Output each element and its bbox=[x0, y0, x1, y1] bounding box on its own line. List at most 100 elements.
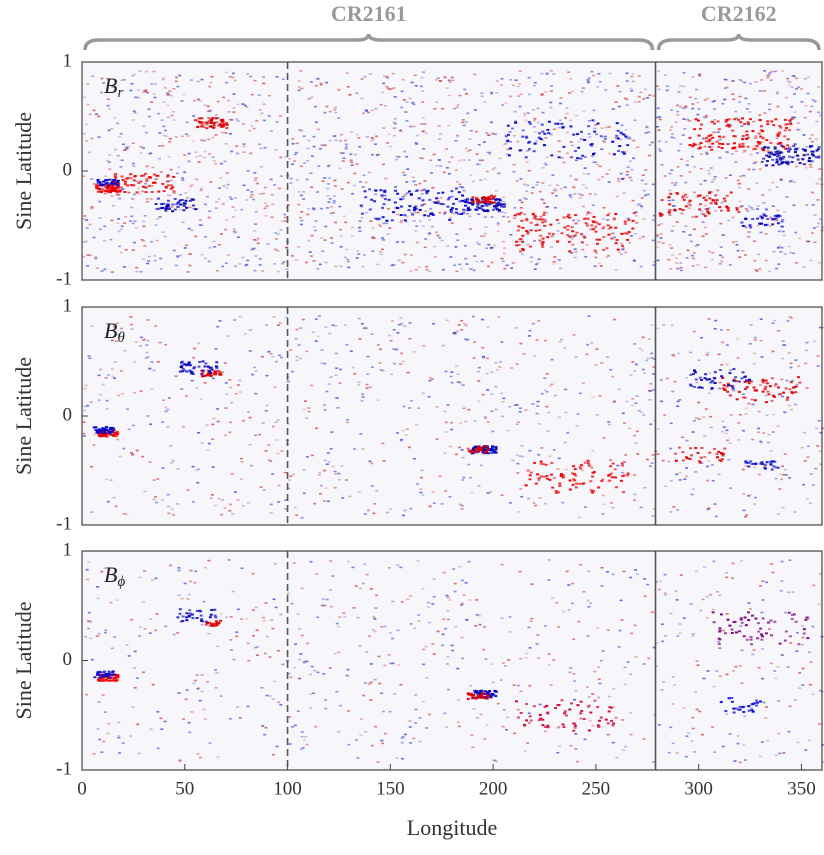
speckle bbox=[432, 245, 436, 248]
speckle bbox=[346, 86, 350, 88]
speckle bbox=[599, 265, 603, 267]
speckle bbox=[556, 468, 560, 470]
speckle bbox=[209, 181, 213, 183]
speckle bbox=[585, 686, 589, 688]
speckle bbox=[597, 72, 601, 75]
speckle bbox=[105, 399, 109, 402]
speckle bbox=[432, 578, 436, 580]
speckle bbox=[665, 85, 669, 88]
speckle bbox=[471, 180, 475, 183]
speckle bbox=[679, 262, 683, 265]
speckle bbox=[543, 377, 547, 379]
speckle bbox=[108, 431, 112, 434]
speckle bbox=[399, 438, 403, 441]
speckle bbox=[795, 88, 799, 90]
speckle bbox=[754, 137, 758, 139]
speckle bbox=[188, 731, 192, 734]
speckle bbox=[527, 722, 531, 724]
speckle bbox=[744, 208, 748, 210]
speckle bbox=[212, 417, 216, 420]
speckle bbox=[693, 143, 697, 146]
speckle bbox=[83, 215, 87, 217]
speckle bbox=[576, 157, 580, 160]
speckle bbox=[634, 211, 638, 213]
speckle bbox=[652, 366, 656, 368]
speckle bbox=[381, 163, 385, 166]
speckle bbox=[546, 477, 550, 480]
speckle bbox=[229, 386, 233, 389]
speckle bbox=[386, 233, 390, 236]
speckle bbox=[202, 156, 206, 159]
speckle bbox=[524, 657, 528, 659]
speckle bbox=[701, 137, 705, 139]
speckle bbox=[706, 97, 710, 100]
speckle bbox=[204, 623, 208, 626]
speckle bbox=[370, 366, 374, 368]
speckle bbox=[788, 477, 792, 479]
speckle bbox=[331, 465, 335, 468]
speckle bbox=[324, 326, 328, 329]
speckle bbox=[759, 215, 763, 218]
speckle bbox=[748, 342, 752, 345]
speckle bbox=[780, 144, 784, 147]
speckle bbox=[681, 196, 685, 199]
speckle bbox=[386, 142, 390, 144]
speckle bbox=[786, 77, 790, 80]
speckle bbox=[461, 186, 465, 189]
speckle bbox=[468, 208, 472, 211]
speckle bbox=[786, 163, 790, 166]
speckle bbox=[771, 322, 775, 324]
speckle bbox=[567, 92, 571, 94]
speckle bbox=[139, 145, 143, 148]
speckle bbox=[194, 235, 198, 238]
speckle bbox=[774, 217, 778, 220]
speckle bbox=[791, 379, 795, 382]
speckle bbox=[327, 201, 331, 203]
speckle bbox=[365, 387, 369, 389]
speckle bbox=[793, 511, 797, 513]
speckle bbox=[264, 602, 268, 604]
speckle bbox=[113, 636, 117, 638]
speckle bbox=[775, 160, 779, 163]
speckle bbox=[342, 157, 346, 160]
speckle bbox=[725, 613, 729, 615]
speckle bbox=[552, 73, 556, 75]
speckle bbox=[198, 699, 202, 702]
speckle bbox=[809, 166, 813, 168]
speckle bbox=[200, 121, 204, 124]
speckle bbox=[307, 97, 311, 100]
speckle bbox=[446, 198, 450, 201]
speckle bbox=[629, 712, 633, 714]
speckle bbox=[422, 147, 426, 150]
speckle bbox=[484, 448, 488, 451]
speckle bbox=[763, 89, 767, 92]
speckle bbox=[295, 359, 299, 362]
speckle bbox=[624, 251, 628, 254]
speckle bbox=[200, 224, 204, 227]
speckle bbox=[358, 645, 362, 647]
speckle bbox=[688, 383, 692, 386]
speckle bbox=[370, 485, 374, 487]
speckle bbox=[789, 179, 793, 182]
speckle bbox=[186, 489, 190, 491]
speckle bbox=[804, 153, 808, 155]
speckle bbox=[678, 399, 682, 401]
speckle bbox=[766, 146, 770, 149]
speckle bbox=[728, 372, 732, 375]
speckle bbox=[299, 748, 303, 751]
speckle bbox=[127, 191, 131, 193]
speckle bbox=[314, 340, 318, 342]
speckle bbox=[752, 462, 756, 465]
speckle bbox=[485, 357, 489, 360]
speckle bbox=[595, 133, 599, 136]
speckle bbox=[722, 426, 726, 428]
speckle bbox=[615, 756, 619, 759]
speckle bbox=[542, 213, 546, 216]
y-tick-label: -1 bbox=[56, 513, 72, 534]
speckle bbox=[500, 211, 504, 213]
speckle bbox=[554, 122, 558, 125]
speckle bbox=[522, 352, 526, 355]
speckle bbox=[528, 122, 532, 125]
speckle bbox=[566, 228, 570, 231]
speckle bbox=[211, 494, 215, 496]
